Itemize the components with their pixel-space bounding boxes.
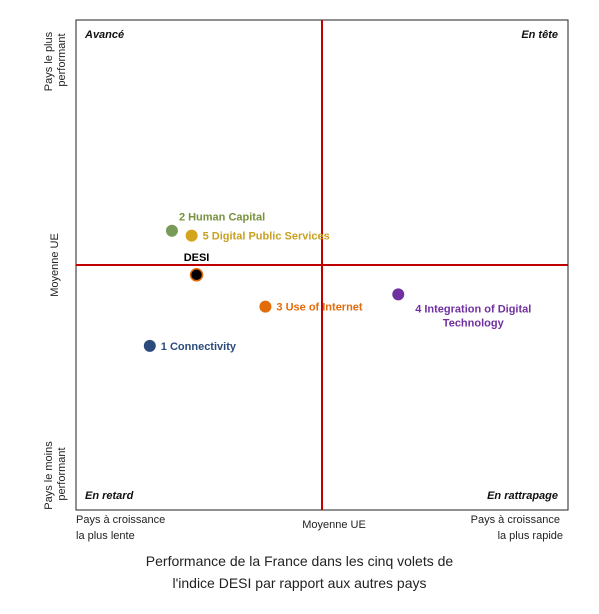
quadrant-bottom-left: En retard xyxy=(85,490,134,502)
point-label-5: 5 Digital Public Services xyxy=(203,231,330,243)
caption-line-2: l'indice DESI par rapport aux autres pay… xyxy=(172,575,427,591)
quadrant-top-right: En tête xyxy=(521,29,558,41)
x-axis-right-label: Pays à croissance la plus rapide xyxy=(471,514,563,542)
point-marker-2 xyxy=(165,224,178,237)
point-marker-4 xyxy=(392,288,405,301)
desi-quadrant-chart: Avancé En tête En retard En rattrapage P… xyxy=(43,19,569,542)
y-axis-bottom-label: Pays le moins performant xyxy=(43,438,68,510)
point-marker-6 xyxy=(189,268,204,282)
point-label-6: DESI xyxy=(184,252,210,264)
x-axis-center-label: Moyenne UE xyxy=(302,519,366,531)
caption-line-1: Performance de la France dans les cinq v… xyxy=(145,553,454,569)
chart-caption: Performance de la France dans les cinq v… xyxy=(0,550,599,594)
point-label-4: 4 Integration of Digital Technology xyxy=(415,303,531,329)
point-label-2: 2 Human Capital xyxy=(179,212,265,224)
data-points: 1 Connectivity 2 Human Capital 3 Use of In… xyxy=(143,212,531,353)
y-axis-top-label: Pays le plus performant xyxy=(43,29,68,91)
point-marker-1 xyxy=(143,339,156,352)
quadrant-top-left: Avancé xyxy=(84,29,124,41)
quadrant-bottom-right: En rattrapage xyxy=(487,490,558,502)
point-label-1: 1 Connectivity xyxy=(161,341,237,353)
y-axis-center-label: Moyenne UE xyxy=(49,233,61,297)
point-label-3: 3 Use of Internet xyxy=(276,302,363,314)
point-marker-3 xyxy=(259,300,272,313)
point-marker-5 xyxy=(185,229,198,242)
x-axis-left-label: Pays à croissance la plus lente xyxy=(76,514,168,542)
